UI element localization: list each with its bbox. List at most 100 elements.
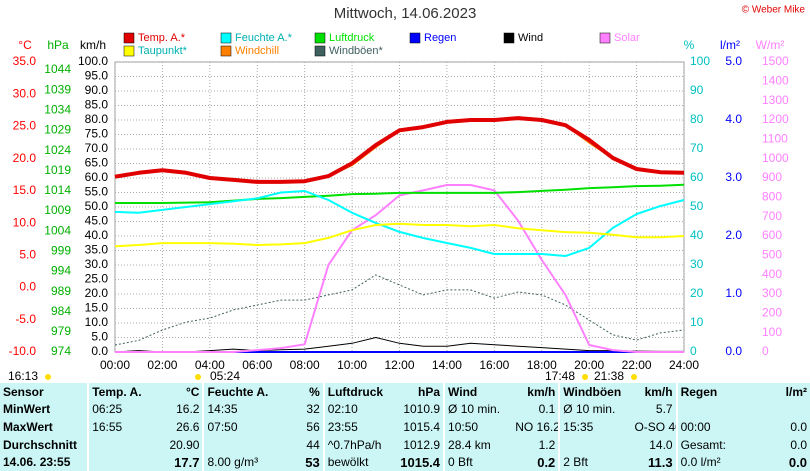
table-cell: [87, 453, 157, 471]
y-tick-label: 55.0: [85, 185, 109, 199]
table-cell: 02:10: [322, 400, 392, 419]
table-cell: 1.2: [512, 435, 560, 454]
y-tick-label: 30: [690, 257, 704, 271]
legend-label: Solar: [614, 32, 640, 44]
y-tick-label: 1300: [762, 93, 789, 107]
table-cell: 16.2: [156, 400, 204, 419]
y-tick-label: 1014: [44, 183, 71, 197]
y-tick-label: -10.0: [9, 344, 37, 358]
y-tick-label: 989: [51, 284, 71, 298]
table-cell: MaxWert: [0, 418, 89, 436]
table-cell: Temp. A.: [87, 383, 157, 401]
y-tick-label: 35.0: [85, 243, 109, 257]
table-cell: 0.2: [512, 453, 560, 471]
legend-swatch: [314, 32, 326, 44]
y-tick-label: 100.0: [78, 54, 108, 68]
x-tick-label: 20:00: [574, 358, 604, 372]
table-cell: Ø 10 min.: [558, 400, 632, 419]
y-tick-label: 400: [762, 267, 782, 281]
table-cell: 10:50: [443, 418, 513, 436]
table-cell: 0.1: [512, 400, 560, 419]
table-cell: 0.0 l/m²: [675, 453, 759, 471]
table-row: 14.06. 23:55 17.7 8.00 g/m³ 53 bewölkt 1015.4…: [0, 453, 810, 471]
series-line: [114, 190, 685, 257]
y-tick-label: 1500: [762, 54, 789, 68]
y-tick-label: 979: [51, 324, 71, 338]
y-tick-label: 1.0: [725, 286, 742, 300]
y-tick-label: 95.0: [85, 69, 109, 83]
y-tick-label: 5.0: [19, 248, 36, 262]
y-tick-label: 60.0: [85, 170, 109, 184]
legend-swatch: [123, 45, 135, 57]
y-tick-label: 1004: [44, 223, 71, 237]
table-cell: 53: [275, 453, 324, 471]
y-tick-label: 65.0: [85, 156, 109, 170]
table-cell: [202, 435, 276, 454]
table-cell: Ø 10 min.: [443, 400, 513, 419]
table-cell: 15:35: [558, 418, 632, 436]
astro-band: [0, 368, 810, 383]
table-cell: MinWert: [0, 400, 89, 419]
series-line: [115, 184, 684, 353]
table-cell: 0.0: [758, 453, 810, 471]
table-cell: 2 Bft: [558, 453, 632, 471]
table-cell: 17.7: [156, 453, 204, 471]
y-tick-label: 1400: [762, 74, 789, 88]
x-tick-label: 06:00: [242, 358, 272, 372]
y-tick-label: 800: [762, 190, 782, 204]
y-tick-label: 70: [690, 141, 704, 155]
series-line: [115, 183, 685, 204]
y-tick-label: 20: [690, 286, 704, 300]
table-row: Sensor Temp. A. °C Feuchte A.% Luftdruck hPa W…: [0, 383, 810, 401]
chart-title: Mittwoch, 14.06.2023: [334, 5, 477, 22]
table-cell: Luftdruck: [322, 383, 392, 401]
y-tick-label: 25.0: [13, 119, 37, 133]
table-row: MinWert 06:25 16.2 14:35 32 02:10 1010.9 Ø 10 m…: [0, 400, 810, 419]
legend-swatch: [599, 32, 611, 44]
table-cell: Windböen: [558, 383, 632, 401]
astro-time: 21:38: [594, 369, 624, 383]
y-tick-label: 0.0: [19, 280, 36, 294]
table-cell: Gesamt:: [675, 435, 759, 454]
axis-unit: %: [684, 38, 695, 52]
legend-swatch: [220, 32, 232, 44]
astro-icon: [195, 374, 201, 380]
table-cell: Wind: [443, 383, 513, 401]
y-tick-label: 15.0: [13, 183, 37, 197]
table-row: MaxWert 16:55 26.6 07:50 56 23:55 1015.4 10:50 N…: [0, 418, 810, 436]
table-cell: km/h: [512, 383, 560, 401]
table-cell: ^0.7hPa/h: [322, 435, 392, 454]
y-tick-label: 80: [690, 112, 704, 126]
y-tick-label: 1019: [44, 163, 71, 177]
x-tick-label: 10:00: [337, 358, 367, 372]
table-cell: 07:50: [202, 418, 276, 436]
y-tick-label: 0.0: [91, 344, 108, 358]
legend-label: Windchill: [235, 45, 279, 57]
astro-icon: [631, 374, 637, 380]
y-tick-label: 1044: [44, 62, 71, 76]
y-tick-label: 45.0: [85, 214, 109, 228]
y-tick-label: 600: [762, 228, 782, 242]
y-tick-label: 25.0: [85, 272, 109, 286]
y-tick-label: 20.0: [85, 286, 109, 300]
legend-label: Taupunkt*: [138, 45, 188, 57]
y-tick-label: 500: [762, 248, 782, 262]
y-tick-label: 10.0: [13, 215, 37, 229]
table-cell: km/h: [631, 383, 677, 401]
table-cell: 00:00: [675, 418, 759, 436]
y-tick-label: 40: [690, 228, 704, 242]
x-tick-label: 04:00: [195, 358, 225, 372]
x-tick-label: 12:00: [384, 358, 414, 372]
y-tick-label: 5.0: [91, 330, 108, 344]
axis-unit: l/m²: [720, 38, 740, 52]
y-tick-label: 60: [690, 170, 704, 184]
x-tick-label: 18:00: [527, 358, 557, 372]
x-tick-label: 14:00: [432, 358, 462, 372]
y-tick-label: 50: [690, 199, 704, 213]
astro-time: 05:24: [210, 369, 240, 383]
series-line: [114, 222, 685, 248]
y-tick-label: 3.0: [725, 170, 742, 184]
x-tick-label: 16:00: [479, 358, 509, 372]
